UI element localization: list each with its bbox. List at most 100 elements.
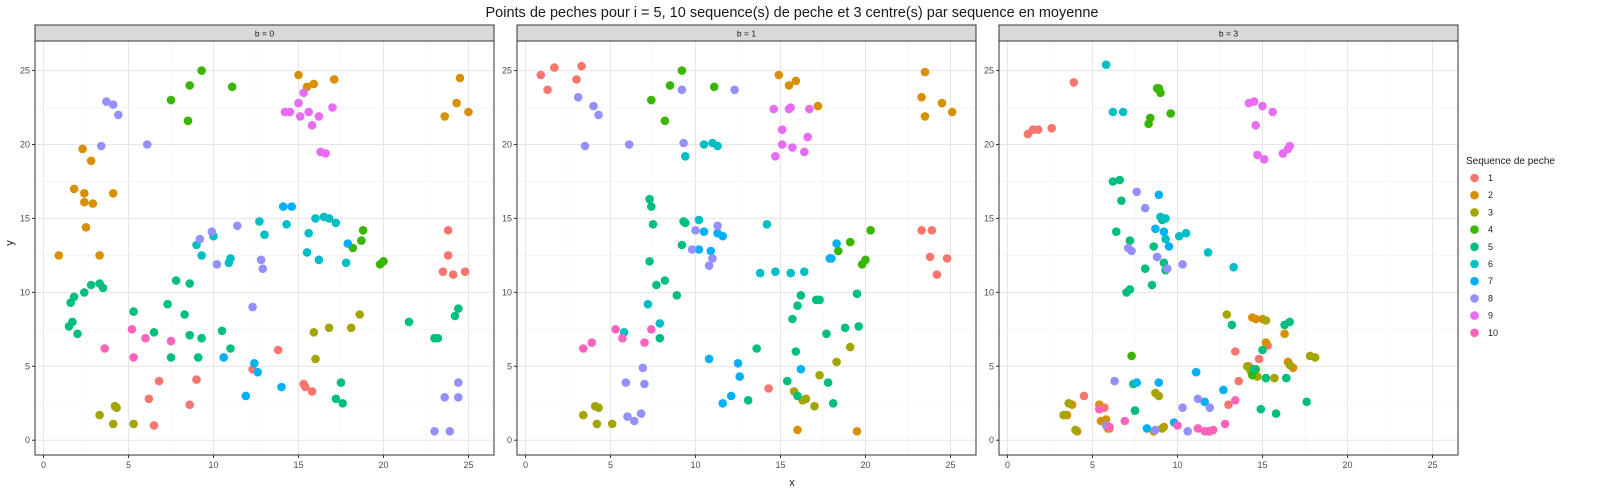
x-tick-label: 15 [293, 460, 303, 470]
point-seq-1 [1234, 376, 1243, 386]
point-seq-5 [1249, 364, 1259, 374]
point-seq-5 [1117, 196, 1126, 205]
point-seq-6 [331, 218, 341, 228]
y-tick-label: 15 [20, 213, 30, 223]
point-seq-10 [618, 333, 627, 343]
point-seq-9 [769, 104, 778, 114]
point-seq-8 [623, 412, 632, 421]
point-seq-5 [681, 218, 690, 228]
point-seq-8 [1140, 203, 1150, 213]
x-tick-label: 10 [208, 460, 218, 470]
x-tick-label: 20 [860, 460, 870, 470]
point-seq-1 [1079, 391, 1089, 401]
y-tick-label: 10 [502, 287, 512, 297]
point-seq-7 [832, 239, 841, 248]
point-seq-9 [777, 140, 787, 149]
point-seq-5 [655, 333, 665, 343]
point-seq-2 [108, 189, 118, 198]
facet-strip [516, 24, 977, 42]
point-seq-6 [197, 251, 206, 260]
point-seq-7 [1191, 367, 1201, 377]
point-seq-9 [294, 98, 303, 108]
point-seq-6 [713, 141, 722, 151]
point-seq-3 [801, 394, 811, 404]
point-seq-2 [937, 98, 947, 108]
point-seq-5 [645, 194, 654, 204]
legend-items: 1 2 3 4 5 6 7 8 9 10 [1466, 170, 1498, 342]
point-seq-4 [834, 246, 843, 256]
x-tick-label: 25 [463, 460, 473, 470]
major-gridlines [517, 41, 976, 455]
point-seq-4 [358, 226, 368, 235]
point-seq-8 [594, 110, 603, 120]
facet-panel-0: b = 0 0 5 10 15 20 25 0 5 10 15 20 25 [20, 24, 495, 470]
legend-item-1: 1 [1466, 170, 1493, 187]
legend-label: 3 [1488, 207, 1493, 217]
point-seq-8 [1178, 260, 1187, 269]
point-seq-10 [1208, 425, 1218, 435]
minor-gridlines [517, 41, 976, 455]
point-seq-3 [594, 403, 603, 413]
point-seq-2 [69, 184, 79, 194]
point-seq-9 [328, 103, 337, 112]
point-seq-4 [709, 82, 719, 92]
point-seq-3 [324, 323, 334, 333]
point-seq-8 [677, 85, 687, 95]
point-seq-6 [1108, 107, 1118, 117]
point-seq-8 [1110, 376, 1119, 386]
point-seq-2 [294, 70, 303, 80]
point-seq-6 [1161, 234, 1170, 244]
point-seq-1 [448, 270, 458, 279]
point-seq-10 [1193, 424, 1203, 433]
y-tick-label: 25 [502, 66, 512, 76]
point-seq-2 [86, 156, 96, 166]
point-seq-3 [1157, 424, 1167, 433]
point-seq-5 [793, 391, 802, 401]
point-seq-8 [258, 264, 268, 274]
point-seq-8 [691, 226, 700, 235]
point-seq-1 [154, 376, 164, 386]
legend-item-6: 6 [1466, 256, 1493, 273]
point-seq-5 [149, 328, 159, 337]
point-seq-1 [149, 421, 159, 430]
facet-panels: b = 0 0 5 10 15 20 25 0 5 10 15 20 25 b = 1 0 5 10 15 20 25… [20, 24, 1459, 470]
point-seq-8 [580, 141, 590, 151]
point-seq-7 [250, 359, 259, 368]
point-seq-6 [1118, 107, 1128, 117]
legend-item-5: 5 [1466, 238, 1493, 256]
point-seq-5 [1125, 285, 1135, 294]
point-seq-7 [1154, 378, 1164, 387]
point-seq-2 [1251, 314, 1260, 324]
y-axis-ticks: 0 5 10 15 20 25 [20, 66, 35, 445]
point-seq-8 [1183, 427, 1192, 436]
y-tick-label: 10 [984, 287, 994, 297]
point-seq-5 [677, 240, 687, 250]
point-seq-5 [226, 344, 235, 353]
point-seq-8 [108, 100, 118, 109]
point-seq-7 [825, 254, 835, 263]
point-seq-3 [1285, 360, 1294, 370]
point-seq-2 [813, 101, 823, 111]
point-seq-8 [114, 110, 123, 120]
point-seq-3 [1222, 310, 1232, 319]
point-seq-8 [440, 393, 450, 402]
point-seq-1 [925, 252, 935, 262]
point-seq-3 [108, 419, 118, 429]
point-seq-8 [679, 138, 688, 148]
point-seq-7 [253, 367, 262, 377]
point-seq-8 [1132, 187, 1141, 197]
point-seq-2 [95, 251, 104, 260]
point-seq-10 [579, 344, 588, 353]
legend-item-4: 4 [1466, 221, 1493, 239]
point-seq-1 [192, 375, 201, 384]
point-seq-5 [1256, 404, 1266, 414]
point-seq-5 [648, 220, 658, 229]
point-seq-2 [440, 112, 450, 121]
x-axis-ticks: 0 5 10 15 20 25 [523, 455, 956, 470]
point-seq-4 [677, 66, 687, 75]
point-seq-2 [793, 425, 802, 435]
point-seq-5 [822, 329, 831, 339]
point-seq-1 [1047, 123, 1056, 133]
point-seq-8 [248, 302, 257, 312]
data-points [54, 66, 473, 436]
